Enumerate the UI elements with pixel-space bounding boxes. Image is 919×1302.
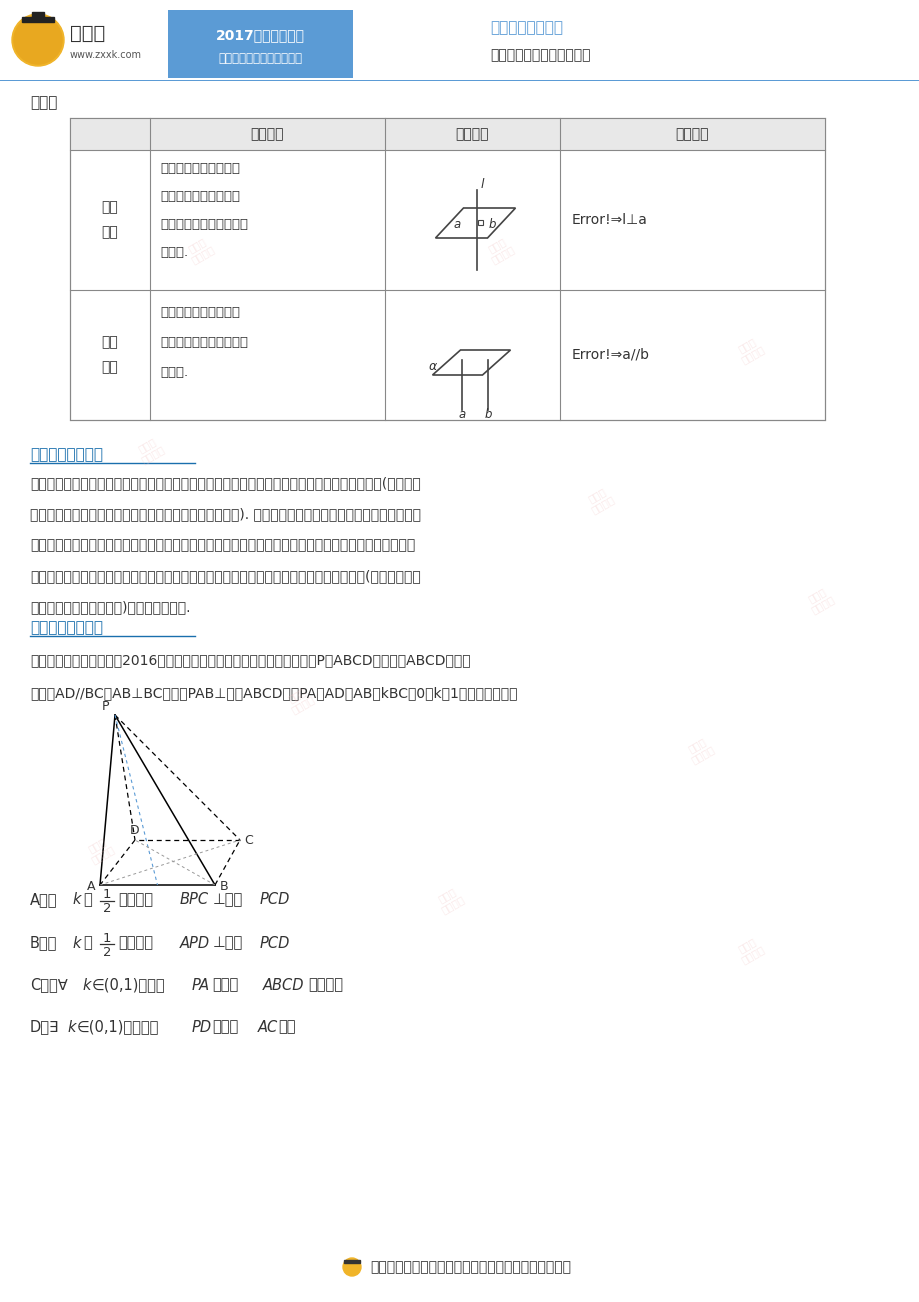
Text: PD: PD: [192, 1019, 212, 1035]
Bar: [0, 79, 919, 81]
Text: 学科网
版权所有: 学科网 版权所有: [184, 234, 216, 266]
Text: l: l: [480, 178, 483, 191]
Text: PCD: PCD: [260, 892, 290, 907]
Text: 2: 2: [103, 945, 111, 958]
Text: 线平行.: 线平行.: [160, 366, 187, 379]
Text: 定理：: 定理：: [30, 95, 57, 111]
Text: 学科网
版权所有: 学科网 版权所有: [683, 734, 716, 766]
Text: B: B: [220, 880, 228, 893]
Text: 性质
定理: 性质 定理: [101, 336, 119, 375]
Bar: [70, 118, 824, 421]
Text: 【方法规律技巧】: 【方法规律技巧】: [30, 448, 103, 462]
Text: 1: 1: [103, 888, 111, 901]
Text: 学科网
版权所有: 学科网 版权所有: [803, 585, 835, 616]
Text: 都不垂直: 都不垂直: [308, 978, 343, 992]
Text: 学科网
版权所有: 学科网 版权所有: [133, 435, 166, 466]
Text: 学科网
版权所有: 学科网 版权所有: [283, 685, 316, 716]
Text: 学科网
版权所有: 学科网 版权所有: [84, 835, 116, 866]
Text: k: k: [82, 978, 90, 992]
Text: C: C: [244, 833, 253, 846]
Text: www.zxxk.com: www.zxxk.com: [70, 49, 142, 60]
Text: a: a: [459, 409, 466, 422]
Text: 学科网
版权所有: 学科网 版权所有: [733, 935, 766, 966]
Text: ＝: ＝: [83, 936, 92, 950]
Text: b: b: [488, 219, 495, 232]
Text: 证明线面垂直的方法：一是线面垂直的判定定理；二是利用面面垂直的性质定理；三是平行线法(若两条平: 证明线面垂直的方法：一是线面垂直的判定定理；二是利用面面垂直的性质定理；三是平行…: [30, 477, 420, 490]
Text: 图形语言: 图形语言: [455, 128, 489, 141]
Text: 【变式１】【【百强校】2016届浙江省杭州市高三第二次质检】在四棱锥P－ABCD中，底面ABCD是直角: 【变式１】【【百强校】2016届浙江省杭州市高三第二次质检】在四棱锥P－ABCD…: [30, 654, 471, 667]
Text: 符号语言: 符号语言: [675, 128, 709, 141]
Text: D．∃: D．∃: [30, 1019, 59, 1035]
Text: 角平分线三线合一、矩形的内角、直径所对的圆周角、菱形的对角线互相垂直、直角三角形(或给出线段长: 角平分线三线合一、矩形的内角、直径所对的圆周角、菱形的对角线互相垂直、直角三角形…: [30, 569, 420, 583]
Bar: [168, 10, 353, 78]
Text: PA: PA: [192, 978, 210, 992]
Text: 化；另外，在证明线线垂直时，要注意题中隐含的垂直关系，如等腰三角形的底边上的高、中线和顶角的: 化；另外，在证明线线垂直时，要注意题中隐含的垂直关系，如等腰三角形的底边上的高、…: [30, 538, 414, 552]
Text: 学科网资源中心全力推荐！: 学科网资源中心全力推荐！: [490, 48, 590, 62]
Text: C．当∀: C．当∀: [30, 978, 68, 992]
Text: 学科网: 学科网: [70, 23, 105, 43]
Text: 学科网精品解析，: 学科网精品解析，: [490, 21, 562, 35]
Text: 判定
定理: 判定 定理: [101, 201, 119, 240]
Text: 学科网
版权所有: 学科网 版权所有: [433, 884, 466, 915]
Text: α: α: [428, 361, 437, 374]
Text: k: k: [72, 936, 81, 950]
Text: A．当: A．当: [30, 892, 58, 907]
Text: AC: AC: [257, 1019, 278, 1035]
Text: P: P: [102, 699, 109, 712]
Text: 1: 1: [103, 931, 111, 944]
Text: D: D: [130, 824, 140, 837]
Text: 如果两条直线同垂直于: 如果两条直线同垂直于: [160, 306, 240, 319]
Circle shape: [12, 14, 64, 66]
Text: ∈(0,1)，使直线: ∈(0,1)，使直线: [77, 1019, 159, 1035]
Text: 学科网
版权所有: 学科网 版权所有: [584, 484, 616, 516]
Text: 垂直: 垂直: [278, 1019, 295, 1035]
Text: k: k: [67, 1019, 75, 1035]
Text: BPC: BPC: [180, 892, 209, 907]
Text: Error!⇒a//b: Error!⇒a//b: [572, 348, 650, 362]
Bar: [22, 17, 54, 22]
Text: ⊥平面: ⊥平面: [213, 892, 243, 907]
Text: 面内的两条相交直线都: 面内的两条相交直线都: [160, 190, 240, 203]
Text: 名师解读，权威剖析，独家奉献，打造不一样的高考！: 名师解读，权威剖析，独家奉献，打造不一样的高考！: [369, 1260, 571, 1273]
Text: 如果一条直线和一个平: 如果一条直线和一个平: [160, 161, 240, 174]
Circle shape: [14, 16, 62, 64]
Text: ＝: ＝: [83, 892, 92, 907]
Text: 时，平面: 时，平面: [118, 892, 153, 907]
Text: 一个平面，那么这两条直: 一个平面，那么这两条直: [160, 336, 248, 349]
Text: ∈(0,1)，直线: ∈(0,1)，直线: [92, 978, 165, 992]
Text: 学科网
版权所有: 学科网 版权所有: [733, 335, 766, 366]
Text: 与底面: 与底面: [211, 978, 238, 992]
Text: APD: APD: [180, 936, 210, 950]
Text: 2017高考一轮复习: 2017高考一轮复习: [215, 29, 304, 42]
Text: b: b: [484, 409, 492, 422]
Text: 学科网
版权所有: 学科网 版权所有: [483, 234, 516, 266]
Text: ⊥平面: ⊥平面: [213, 936, 243, 950]
Bar: [0, 0, 919, 79]
Text: 垂直，那么该直线与此平: 垂直，那么该直线与此平: [160, 217, 248, 230]
Circle shape: [343, 1258, 360, 1276]
Text: 面垂直.: 面垂直.: [160, 246, 187, 259]
Text: A: A: [86, 880, 96, 893]
Text: k: k: [72, 892, 81, 907]
Bar: [70, 118, 824, 150]
Text: 度，经计算满足勾股定理)、直角梯形等等.: 度，经计算满足勾股定理)、直角梯形等等.: [30, 600, 190, 615]
Text: 时，平面: 时，平面: [118, 936, 153, 950]
Text: 行线中一条垂直于这个平面，则另一条也垂直于这个平面). 解题时，注意线线、线面与面面关系的相互转: 行线中一条垂直于这个平面，则另一条也垂直于这个平面). 解题时，注意线线、线面与…: [30, 506, 421, 521]
Text: 精品三部曲讲、练、测系列: 精品三部曲讲、练、测系列: [218, 52, 301, 65]
Bar: [344, 1260, 359, 1263]
Text: PCD: PCD: [260, 936, 290, 950]
Text: Error!⇒l⊥a: Error!⇒l⊥a: [572, 214, 647, 227]
Text: 梯形，AD//BC，AB⊥BC，侧面PAB⊥底面ABCD，若PA＝AD＝AB＝kBC（0＜k＜1），则（　　）: 梯形，AD//BC，AB⊥BC，侧面PAB⊥底面ABCD，若PA＝AD＝AB＝k…: [30, 686, 517, 700]
Text: ABCD: ABCD: [263, 978, 304, 992]
Text: a: a: [453, 219, 460, 232]
Bar: [32, 12, 44, 17]
Text: B．当: B．当: [30, 936, 57, 950]
Text: 2: 2: [103, 902, 111, 915]
Text: 【新题变式探究】: 【新题变式探究】: [30, 621, 103, 635]
Text: 文字语言: 文字语言: [251, 128, 284, 141]
Bar: [478, 220, 483, 225]
Text: 与直线: 与直线: [211, 1019, 238, 1035]
